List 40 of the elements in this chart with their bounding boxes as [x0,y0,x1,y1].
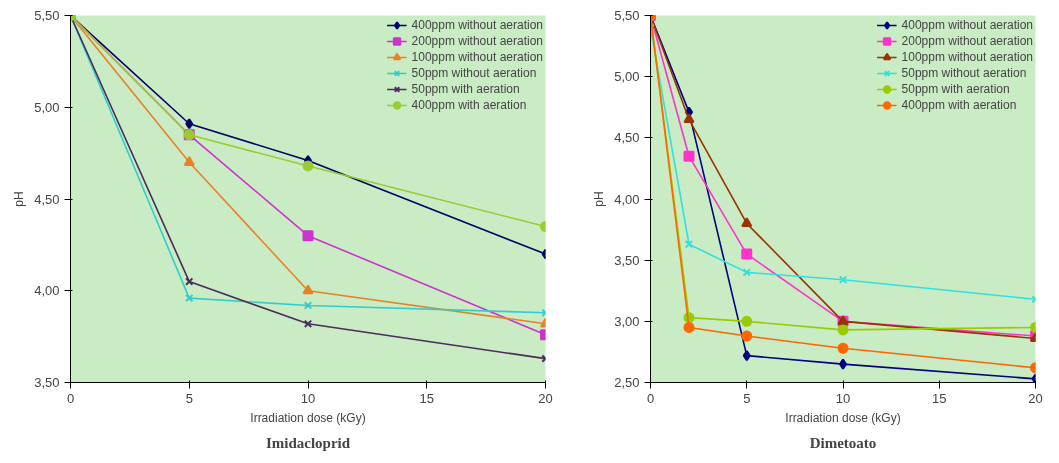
y-tick-label: 3,00 [614,313,640,329]
legend-label: 400ppm with aeration [901,97,1017,113]
x-tick-label: 0 [66,390,75,406]
legend-label: 400ppm without aeration [901,17,1033,33]
y-tick-label: 5,50 [34,8,60,23]
y-tick-label: 2,50 [614,375,640,390]
legend-label: 400ppm with aeration [411,97,527,113]
legend-label: 400ppm without aeration [411,17,543,33]
x-tick-label: 20 [538,390,553,406]
x-tick-label: 0 [646,390,655,406]
y-tick-label: 3,50 [34,375,60,390]
y-tick-label: 4,50 [34,191,60,207]
y-tick-label: 4,00 [614,191,640,207]
x-tick-label: 15 [419,390,434,406]
x-tick-label: 5 [185,390,193,406]
legend-label: 50ppm without aeration [901,65,1027,81]
legend-label: 50ppm with aeration [411,81,520,97]
x-axis-title: Irradiation dose (kGy) [785,410,901,425]
y-tick-label: 5,00 [34,99,60,115]
y-tick-label: 5,50 [614,8,640,23]
text: Imidacloprid [265,434,351,451]
x-tick-label: 5 [743,390,751,406]
x-axis-title: Irradiation dose (kGy) [250,410,366,425]
legend-label: 50ppm with aeration [901,81,1010,97]
legend-label: 200ppm without aeration [411,33,543,49]
y-tick-label: 4,50 [614,130,640,146]
x-tick-label: 15 [932,390,947,406]
legend-label: 100ppm without aeration [901,49,1033,65]
x-tick-label: 10 [835,390,851,406]
y-tick-label: 5,00 [614,69,640,85]
legend-label: 200ppm without aeration [901,33,1033,49]
y-axis-title: pH [12,191,27,207]
y-axis-title: pH [592,191,607,207]
text: Dimetoato [809,434,877,451]
x-tick-label: 20 [1028,390,1043,406]
legend-label: 50ppm without aeration [411,65,537,81]
x-tick-label: 10 [300,390,316,406]
y-tick-label: 4,00 [34,283,60,299]
legend-label: 100ppm without aeration [411,49,543,65]
y-tick-label: 3,50 [614,252,640,268]
